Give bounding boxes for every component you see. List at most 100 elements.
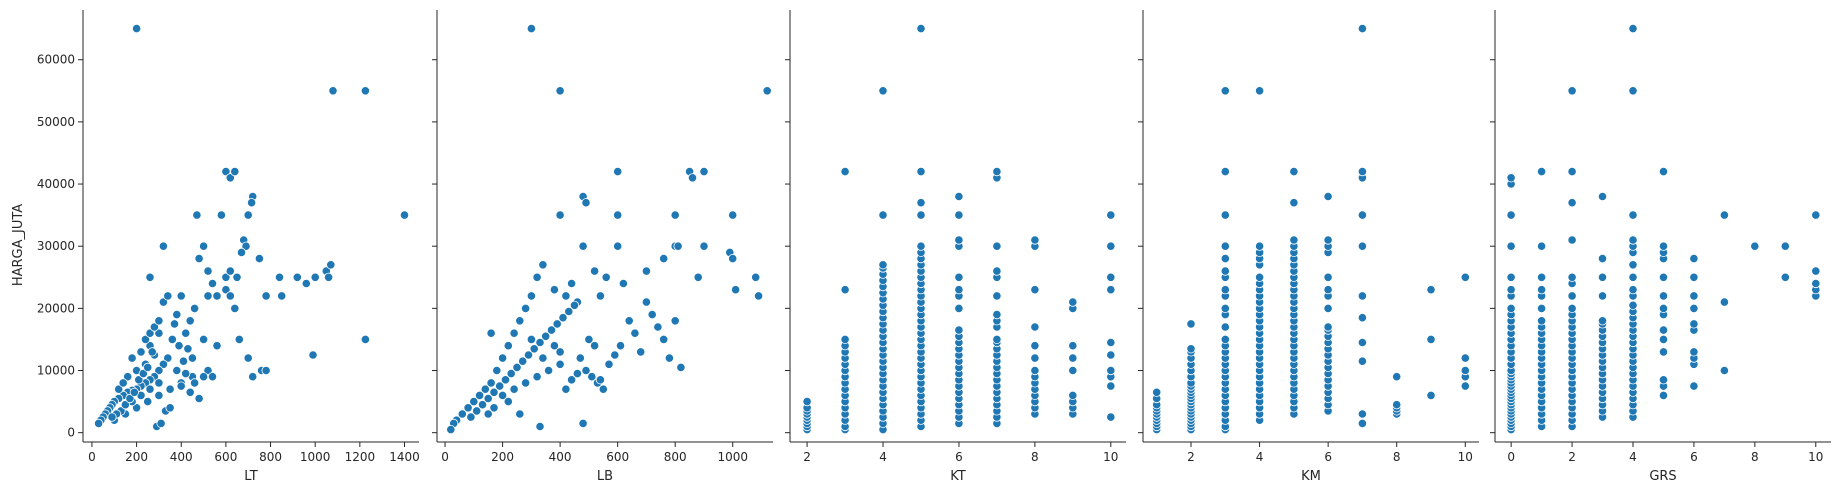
x-tick-label: 6 <box>1690 450 1698 464</box>
data-point <box>118 378 128 388</box>
data-point <box>466 412 476 422</box>
data-point <box>1357 356 1368 366</box>
data-point <box>154 378 164 388</box>
data-point <box>555 210 565 220</box>
data-point <box>158 297 168 307</box>
data-point <box>1567 235 1577 245</box>
data-point <box>1658 390 1669 400</box>
data-point <box>1658 291 1669 301</box>
data-point <box>541 331 551 341</box>
data-point <box>230 167 240 177</box>
data-point <box>225 291 235 301</box>
data-point <box>532 272 542 282</box>
data-point <box>190 378 200 388</box>
data-point <box>613 241 623 251</box>
data-point <box>578 241 588 251</box>
data-point <box>221 167 231 177</box>
data-point <box>486 328 496 338</box>
x-tick-label: 0 <box>441 450 449 464</box>
data-point <box>506 368 516 379</box>
data-point <box>992 291 1002 301</box>
data-point <box>1392 400 1402 410</box>
x-axis-label: LB <box>597 469 613 484</box>
data-point <box>555 359 565 369</box>
data-point <box>1220 86 1230 96</box>
data-point <box>194 254 204 264</box>
data-point <box>1068 390 1078 400</box>
data-point <box>509 384 519 394</box>
data-point <box>518 356 528 366</box>
data-point <box>1357 291 1368 301</box>
data-point <box>1357 409 1368 419</box>
data-point <box>1106 412 1116 422</box>
data-point <box>992 241 1002 251</box>
data-point <box>1106 285 1116 295</box>
data-point <box>762 86 772 96</box>
data-point <box>234 334 244 344</box>
x-tick-label: 10 <box>1808 450 1823 464</box>
data-point <box>1597 191 1608 202</box>
data-point <box>532 372 542 382</box>
data-point <box>154 390 164 400</box>
data-point <box>174 341 184 351</box>
data-point <box>1289 167 1299 177</box>
data-point <box>1323 191 1333 202</box>
panel-km: 2 4 6 8 10 KM <box>1138 10 1479 484</box>
data-point <box>497 353 508 363</box>
data-point <box>301 278 311 289</box>
data-point <box>1152 387 1162 397</box>
data-point <box>569 300 580 310</box>
data-point <box>1567 272 1577 282</box>
data-point <box>659 334 669 344</box>
data-point <box>199 241 209 251</box>
data-point <box>954 235 964 245</box>
data-point <box>538 353 548 363</box>
data-point <box>178 356 189 366</box>
data-point <box>1357 337 1368 348</box>
data-point <box>181 368 191 379</box>
data-point <box>145 328 155 338</box>
data-point <box>192 210 202 220</box>
data-point <box>1780 272 1790 282</box>
data-point <box>802 396 812 407</box>
data-point <box>1658 303 1669 313</box>
data-point <box>203 291 213 301</box>
data-point <box>1537 241 1547 251</box>
data-point <box>526 24 537 34</box>
data-point <box>145 384 155 394</box>
x-tick-label: 8 <box>1031 450 1039 464</box>
data-point <box>1426 285 1436 295</box>
data-point <box>1597 272 1608 282</box>
data-point <box>176 381 186 391</box>
data-point <box>1628 272 1638 282</box>
data-point <box>1030 235 1040 245</box>
data-point <box>1506 285 1516 295</box>
data-point <box>203 266 213 276</box>
data-point <box>1689 272 1699 282</box>
data-point <box>587 372 597 382</box>
data-point <box>1392 372 1402 382</box>
data-point <box>360 86 370 96</box>
data-point <box>561 384 571 394</box>
data-point <box>480 384 490 394</box>
data-point <box>916 167 926 177</box>
data-point <box>225 266 235 276</box>
data-point <box>613 210 623 220</box>
x-tick-label: 400 <box>170 450 193 464</box>
data-point <box>595 291 606 301</box>
x-tick-label: 600 <box>606 450 629 464</box>
data-point <box>326 260 336 270</box>
data-point <box>1537 272 1547 282</box>
data-point <box>1567 167 1577 177</box>
data-point <box>1220 322 1230 332</box>
data-point <box>1658 272 1669 282</box>
data-point <box>1323 235 1333 245</box>
data-point <box>520 303 531 313</box>
data-point <box>360 334 370 344</box>
data-point <box>143 362 153 372</box>
data-point <box>199 334 209 344</box>
data-point <box>216 210 226 220</box>
data-point <box>1689 291 1699 301</box>
data-point <box>1628 210 1638 220</box>
data-point <box>653 322 663 332</box>
